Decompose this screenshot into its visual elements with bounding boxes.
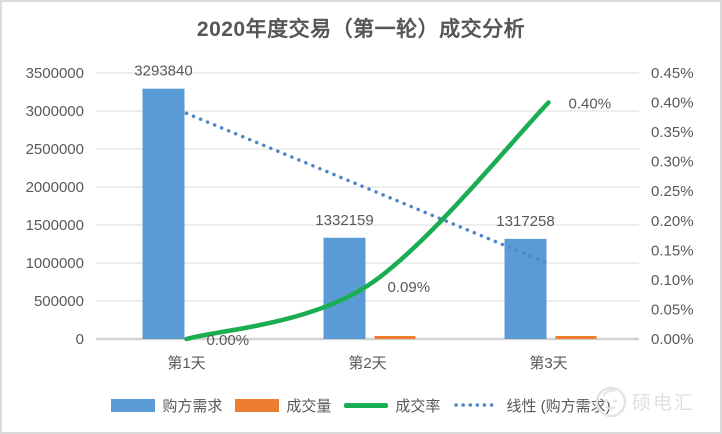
rate-data-label: 0.40% [569, 96, 612, 113]
watermark-text: 硕电汇 [632, 392, 696, 414]
legend-line-swatch [344, 402, 389, 408]
right-axis-tick-label: 0.05% [651, 301, 694, 318]
watermark: 硕电汇 [593, 383, 695, 419]
left-axis-tick-label: 3500000 [26, 65, 84, 82]
right-axis-tick-label: 0.45% [651, 65, 694, 82]
right-axis-tick-label: 0.30% [651, 154, 694, 171]
bar-volume [374, 336, 416, 339]
bar-buyer-demand [504, 238, 547, 339]
right-axis-tick-label: 0.25% [651, 183, 694, 200]
right-axis-tick-label: 0.00% [651, 331, 694, 348]
right-axis-tick-label: 0.10% [651, 272, 694, 289]
left-axis-tick-label: 3000000 [26, 103, 84, 120]
legend-bar-swatch [111, 398, 156, 412]
left-axis-tick-label: 1500000 [26, 217, 84, 234]
bar-data-label: 1332159 [315, 212, 373, 229]
bar-buyer-demand [323, 237, 366, 339]
category-label: 第2天 [348, 354, 386, 372]
left-axis-tick-label: 0 [76, 331, 84, 348]
legend-bar-swatch [235, 398, 280, 412]
chart-legend: 购方需求 成交量 成交率 线性 (购方需求) [0, 392, 722, 418]
right-axis-tick-label: 0.35% [651, 124, 694, 141]
left-axis-tick-label: 2000000 [26, 179, 84, 196]
legend-item: 成交率 [344, 395, 440, 416]
left-axis-tick-label: 2500000 [26, 141, 84, 158]
bar-volume [555, 336, 597, 339]
right-axis-tick-label: 0.15% [651, 242, 694, 259]
legend-label: 成交量 [286, 397, 332, 415]
legend-label: 线性 (购方需求) [506, 397, 611, 415]
bar-buyer-demand [142, 88, 185, 340]
rate-data-label: 0.09% [388, 279, 431, 296]
legend-item: 线性 (购方需求) [453, 395, 611, 416]
legend-label: 成交率 [395, 397, 441, 415]
left-axis-tick-label: 1000000 [26, 255, 84, 272]
rate-line [184, 100, 551, 342]
category-label: 第1天 [167, 354, 205, 372]
trendline-buyer-demand [184, 111, 551, 266]
legend-item: 成交量 [235, 395, 331, 416]
chart-title: 2020年度交易（第一轮）成交分析 [196, 18, 526, 41]
watermark-logo-icon [595, 386, 627, 418]
bar-data-label: 3293840 [134, 63, 192, 80]
bar-data-label: 1317258 [496, 213, 554, 230]
legend-item: 购方需求 [111, 395, 222, 416]
right-axis-tick-label: 0.40% [651, 95, 694, 112]
legend-label: 购方需求 [162, 397, 223, 415]
category-label: 第3天 [529, 354, 567, 372]
rate-data-label: 0.00% [207, 332, 250, 349]
left-axis-tick-label: 500000 [34, 293, 84, 310]
legend-dotted-line-swatch [454, 403, 499, 407]
right-axis-tick-label: 0.20% [651, 213, 694, 230]
